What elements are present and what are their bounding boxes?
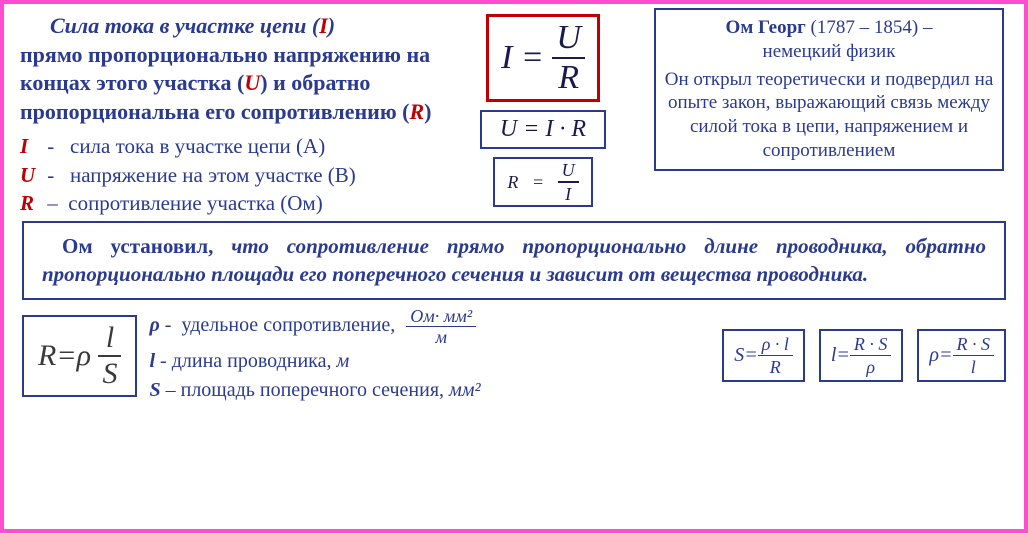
bottom-row: R = ρ l S ρ - удельное сопротивление, Ом… (22, 306, 1006, 405)
def-s-sym: S (149, 379, 160, 401)
formula-r-num: U (558, 161, 579, 181)
def-rho-sym: ρ (149, 314, 159, 336)
bio-box: Ом Георг (1787 – 1854) – немецкий физик … (654, 8, 1004, 171)
bigR-rho: ρ (77, 339, 91, 373)
bio-name: Ом Георг (726, 17, 806, 38)
legend-u-sep: - (42, 163, 54, 187)
legend-r-sym: R (20, 189, 42, 217)
def-rho-text: удельное сопротивление, (181, 314, 395, 336)
bio-column: Ом Георг (1787 – 1854) – немецкий физик … (654, 8, 1004, 217)
fL-frac: R · S ρ (850, 335, 892, 376)
formula-u-text: U = I · R (500, 116, 586, 143)
bio-line1: Ом Георг (1787 – 1854) – (664, 16, 994, 40)
fRho-lhs: ρ (929, 344, 939, 367)
legend-row-u: U - напряжение на этом участке (В) (20, 161, 432, 189)
law-sym-u: U (244, 70, 260, 95)
legend-u-sym: U (20, 161, 42, 189)
def-l-sep: - (155, 350, 167, 372)
formula-l: l = R · S ρ (819, 329, 904, 382)
law-title-suffix: ) (328, 13, 335, 38)
formula-rho: ρ = R · S l (917, 329, 1006, 382)
def-rho-sep: - (160, 314, 172, 336)
fL-den: ρ (862, 356, 879, 376)
slide-frame: Сила тока в участке цепи (I) прямо пропо… (0, 0, 1028, 533)
formula-big-r: R = ρ l S (22, 315, 137, 397)
legend-i-text: сила тока в участке цепи (А) (70, 134, 325, 158)
derived-formulas: S = ρ · l R l = R · S ρ ρ = R · S (722, 329, 1006, 382)
bigR-eq: = (56, 339, 76, 373)
formula-main-eq: = (521, 39, 544, 77)
formula-main-frac: U R (552, 21, 585, 95)
fRho-frac: R · S l (953, 335, 995, 376)
def-s: S – площадь поперечного сечения, мм² (149, 376, 480, 405)
legend-r-text: сопротивление участка (Ом) (68, 191, 322, 215)
bigR-den: S (98, 357, 121, 389)
def-s-sep: – (161, 379, 176, 401)
law-p3: ) (424, 99, 431, 124)
bio-role: немецкий физик (664, 40, 994, 64)
law-sym-r: R (409, 99, 424, 124)
fS-lhs: S (734, 344, 744, 367)
law-title-symbol: I (319, 13, 328, 38)
formula-column: I = U R U = I · R R = U I (438, 8, 648, 217)
def-s-text: площадь поперечного сечения, (181, 379, 444, 401)
bigR-frac: l S (98, 323, 121, 389)
formula-r: R = U I (493, 157, 592, 207)
rho-unit-den: м (431, 327, 451, 347)
legend-row-i: I - сила тока в участке цепи (А) (20, 132, 432, 160)
fS-frac: ρ · l R (758, 335, 793, 376)
bio-years: (1787 – 1854) – (806, 17, 933, 38)
def-rho: ρ - удельное сопротивление, Ом· мм² м (149, 306, 480, 347)
def-l: l - длина проводника, м (149, 347, 480, 376)
formula-main-lhs: I (501, 39, 512, 77)
fL-num: R · S (850, 335, 892, 355)
def-l-text: длина проводника, (172, 350, 332, 372)
legend: I - сила тока в участке цепи (А) U - нап… (20, 132, 432, 217)
formula-main-num: U (552, 21, 585, 57)
formula-main: I = U R (486, 14, 600, 102)
top-row: Сила тока в участке цепи (I) прямо пропо… (12, 8, 1016, 217)
def-s-unit: мм² (444, 379, 481, 401)
fRho-den: l (967, 356, 980, 376)
fRho-num: R · S (953, 335, 995, 355)
bio-desc: Он открыл теоретически и подвердил на оп… (664, 68, 994, 163)
formula-r-frac: U I (558, 161, 579, 203)
definitions: ρ - удельное сопротивление, Ом· мм² м l … (149, 306, 480, 405)
bigR-lhs: R (38, 339, 56, 373)
law-body: прямо пропорционально напряжению на конц… (20, 41, 432, 127)
rho-unit-num: Ом· мм² (406, 306, 476, 326)
formula-s: S = ρ · l R (722, 329, 805, 382)
def-l-unit: м (331, 350, 349, 372)
rho-unit: Ом· мм² м (406, 306, 476, 347)
legend-i-sym: I (20, 132, 42, 160)
fL-eq: = (836, 344, 850, 367)
legend-r-sep: – (42, 191, 58, 215)
resistance-law-box: Ом установил, что сопротивление прямо пр… (22, 221, 1006, 300)
formula-r-den: I (561, 183, 575, 203)
fS-eq: = (744, 344, 758, 367)
formula-u: U = I · R (480, 110, 606, 149)
legend-i-sep: - (42, 134, 54, 158)
law-title-prefix: Сила тока в участке цепи ( (50, 13, 319, 38)
law-column: Сила тока в участке цепи (I) прямо пропо… (12, 8, 432, 217)
legend-u-text: напряжение на этом участке (В) (70, 163, 356, 187)
fS-num: ρ · l (758, 335, 793, 355)
bigR-num: l (102, 323, 118, 355)
legend-row-r: R – сопротивление участка (Ом) (20, 189, 432, 217)
law-title: Сила тока в участке цепи (I) (20, 12, 432, 41)
formula-r-lhs: R (507, 172, 518, 193)
fRho-eq: = (939, 344, 953, 367)
formula-r-eq: = (532, 172, 544, 193)
resistance-law-lead: Ом установил, (42, 234, 213, 258)
fS-den: R (766, 356, 785, 376)
formula-main-den: R (554, 59, 583, 95)
